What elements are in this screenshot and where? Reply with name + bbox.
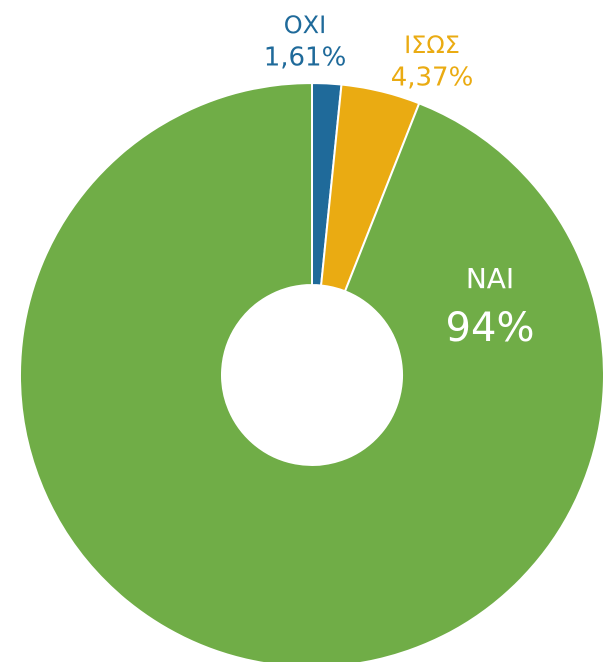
value-label: 1,61% xyxy=(264,43,347,73)
category-label: ΝΑΙ xyxy=(466,262,514,295)
category-label: ΟΧΙ xyxy=(284,11,326,39)
value-label: 4,37% xyxy=(391,63,474,93)
category-label: ΙΣΩΣ xyxy=(404,31,460,59)
value-label: 94% xyxy=(446,305,535,351)
pie-slice xyxy=(19,81,603,662)
